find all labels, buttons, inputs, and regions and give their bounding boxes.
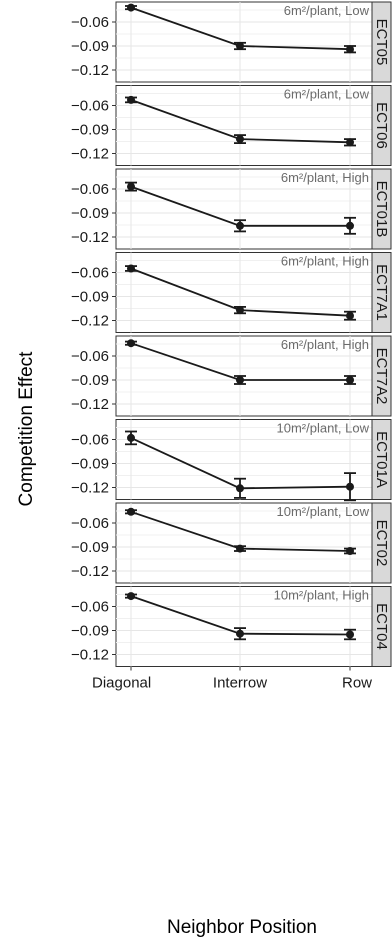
data-point — [346, 482, 354, 491]
facet-strip — [371, 85, 392, 166]
data-point — [236, 544, 244, 553]
y-tick-label: −0.06 — [71, 265, 109, 282]
data-point — [236, 484, 244, 493]
data-point — [236, 376, 244, 384]
y-tick-label: −0.09 — [71, 456, 109, 473]
facet-label: ECT06 — [373, 102, 390, 149]
data-point — [346, 547, 354, 555]
panel-background — [115, 252, 373, 333]
data-point — [236, 629, 244, 638]
data-point — [127, 3, 135, 12]
y-tick-label: −0.09 — [71, 372, 109, 389]
facet-strip — [371, 419, 392, 500]
facet-label: ECT01B — [373, 181, 390, 238]
y-tick-label: −0.09 — [71, 38, 109, 55]
data-point — [236, 135, 244, 144]
x-tick-label: Interrow — [213, 675, 267, 692]
y-tick-label: −0.06 — [71, 515, 109, 532]
data-point — [236, 221, 244, 230]
y-tick-label: −0.06 — [71, 599, 109, 616]
data-point — [127, 339, 135, 348]
data-point — [346, 221, 354, 230]
panel-background — [115, 168, 373, 250]
facet-label: ECT05 — [373, 19, 390, 66]
facet-label: ECT7A2 — [373, 348, 390, 405]
data-point — [127, 182, 135, 191]
data-point — [236, 42, 244, 50]
y-tick-label: −0.12 — [71, 146, 109, 163]
y-tick-label: −0.12 — [71, 480, 109, 497]
data-point — [127, 507, 135, 516]
x-axis-title: Neighbor Position — [167, 917, 317, 938]
facet-annotation: 6m²/plant, High — [281, 254, 369, 269]
data-point — [346, 138, 354, 147]
data-point — [127, 592, 135, 601]
facet-strip — [371, 335, 392, 417]
y-tick-label: −0.06 — [71, 181, 109, 198]
facet-annotation: 6m²/plant, Low — [284, 87, 370, 102]
facet-annotation: 6m²/plant, High — [281, 170, 369, 185]
panel-background — [115, 586, 373, 667]
y-tick-label: −0.09 — [71, 539, 109, 556]
facet-annotation: 10m²/plant, Low — [277, 421, 370, 436]
facet-annotation: 10m²/plant, High — [274, 588, 369, 603]
y-tick-label: −0.12 — [71, 647, 109, 664]
y-tick-label: −0.12 — [71, 396, 109, 413]
data-point — [346, 630, 354, 639]
y-tick-label: −0.12 — [71, 313, 109, 330]
facet-strip — [371, 502, 392, 584]
y-tick-label: −0.09 — [71, 289, 109, 306]
facet-strip — [371, 586, 392, 667]
facet-annotation: 10m²/plant, Low — [277, 504, 370, 519]
data-point — [346, 45, 354, 54]
facet-annotation: 6m²/plant, Low — [284, 3, 370, 18]
y-tick-label: −0.09 — [71, 623, 109, 640]
facet-panel: −0.06 −0.09 −0.12 ECT04 10m²/plant, High — [71, 586, 392, 667]
facet-strip — [371, 168, 392, 250]
y-tick-label: −0.06 — [71, 98, 109, 115]
facet-strip — [371, 1, 392, 83]
data-point — [127, 95, 135, 104]
y-tick-label: −0.06 — [71, 14, 109, 31]
facet-panel: −0.06 −0.09 −0.12 ECT01B 6m²/plant, High — [71, 168, 392, 250]
y-tick-label: −0.06 — [71, 348, 109, 365]
facet-label: ECT01A — [373, 431, 390, 488]
data-point — [236, 306, 244, 315]
data-point — [346, 311, 354, 320]
y-tick-label: −0.09 — [71, 122, 109, 139]
data-point — [127, 433, 135, 442]
x-tick-label: Row — [342, 675, 372, 692]
y-tick-label: −0.12 — [71, 563, 109, 580]
data-point — [127, 264, 135, 273]
facet-annotation: 6m²/plant, High — [281, 337, 369, 352]
facet-label: ECT04 — [373, 603, 390, 650]
panel-background — [115, 502, 373, 584]
facet-label: ECT7A1 — [373, 264, 390, 321]
y-axis-title: Competition Effect — [16, 351, 37, 507]
panel-background — [115, 85, 373, 166]
data-point — [346, 376, 354, 384]
x-tick-label: Diagonal — [92, 675, 151, 692]
facet-strip — [371, 252, 392, 333]
y-tick-label: −0.12 — [71, 229, 109, 246]
y-tick-label: −0.06 — [71, 432, 109, 449]
facet-panel: −0.06 −0.09 −0.12 ECT7A2 6m²/plant, High — [71, 335, 392, 417]
facet-panel: −0.06 −0.09 −0.12 ECT7A1 6m²/plant, High — [71, 252, 392, 333]
facet-label: ECT02 — [373, 520, 390, 567]
x-axis: Diagonal Interrow Row — [92, 666, 372, 692]
y-tick-label: −0.09 — [71, 205, 109, 222]
y-tick-label: −0.12 — [71, 62, 109, 79]
